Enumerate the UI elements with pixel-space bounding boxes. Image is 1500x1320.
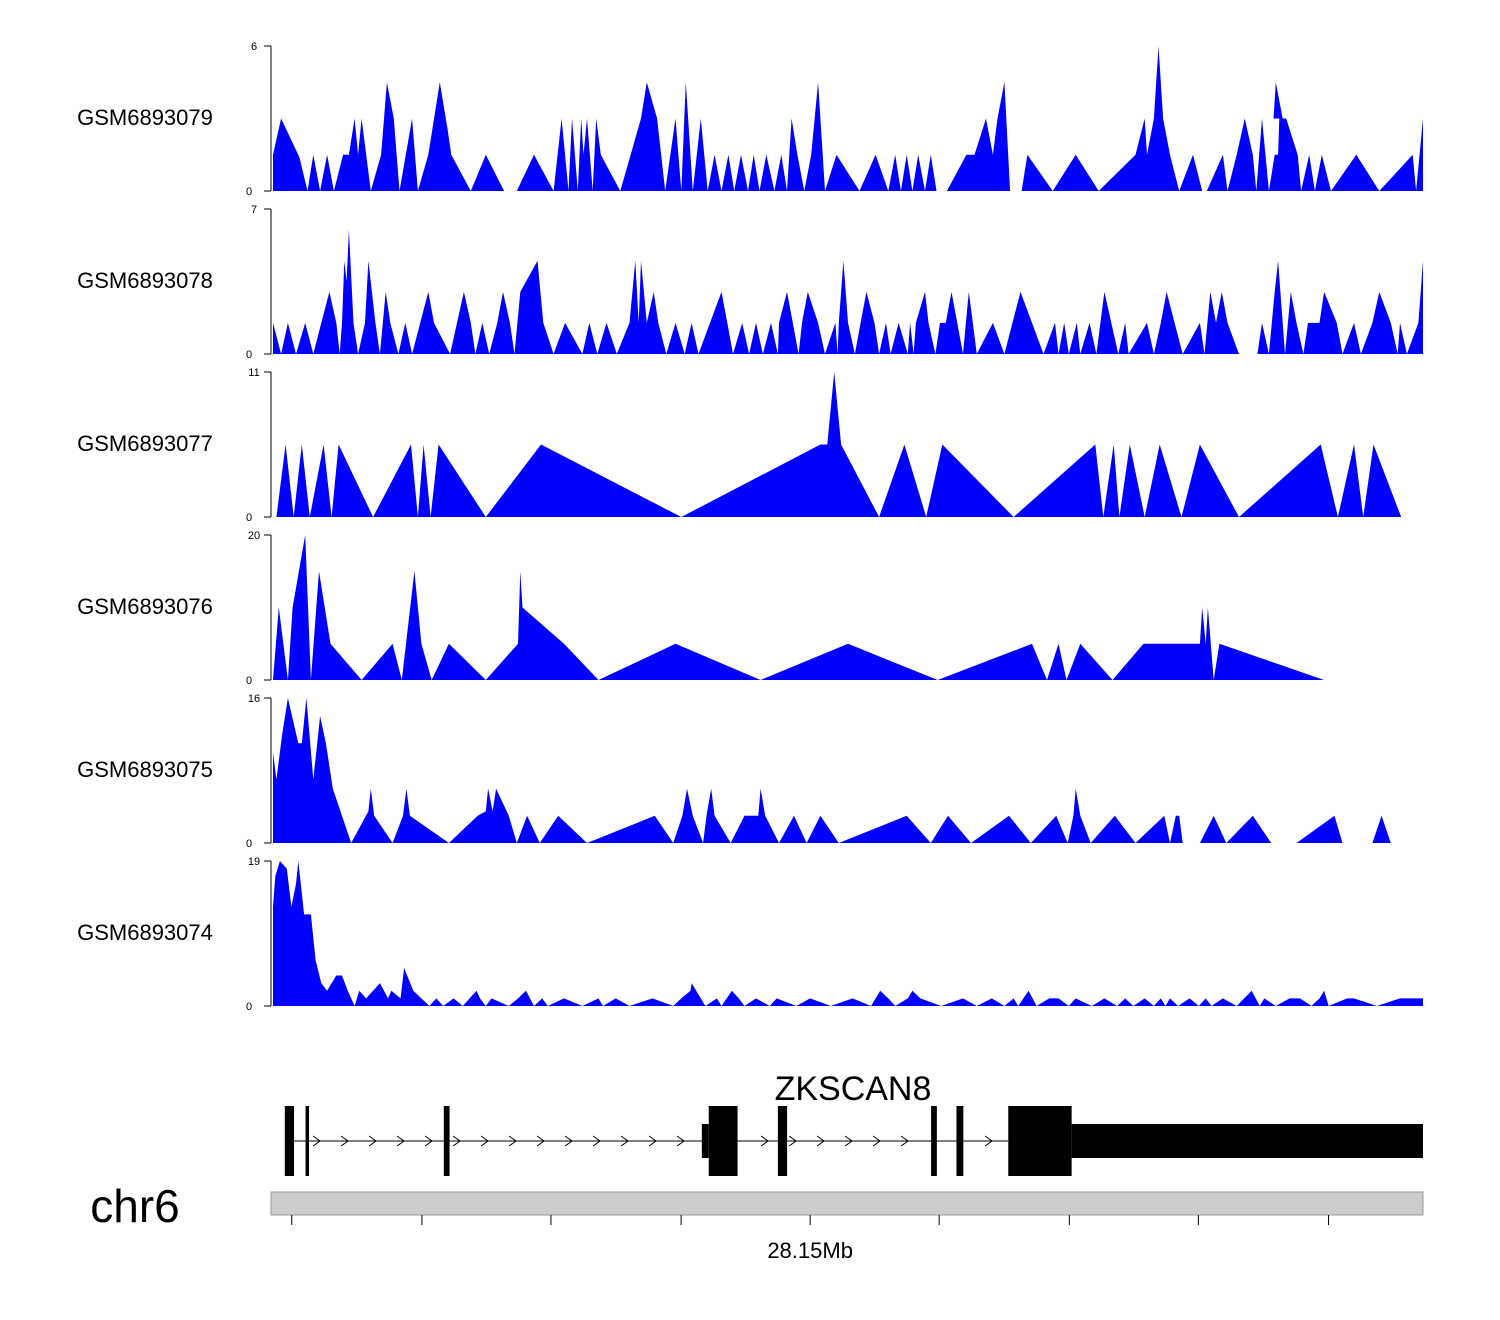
track-GSM6893077: 11 0 GSM6893077 (77, 367, 1402, 524)
strand-arrow (452, 1135, 461, 1147)
track-GSM6893076: 20 0 GSM6893076 (77, 530, 1325, 687)
chromosome-axis: chr6 28.15Mb (90, 1180, 1424, 1263)
track-GSM6893078: 7 0 GSM6893078 (77, 204, 1423, 361)
signal-area (273, 535, 1325, 680)
track-GSM6893075: 16 0 GSM6893075 (77, 693, 1391, 850)
y-tick-label-max: 11 (248, 367, 259, 379)
track-label: GSM6893075 (77, 757, 213, 782)
strand-arrow (480, 1135, 489, 1147)
track-GSM6893079: 6 0 GSM6893079 (77, 41, 1423, 198)
exon (1008, 1106, 1072, 1176)
strand-arrow (620, 1135, 629, 1147)
exon (956, 1106, 964, 1176)
strand-arrow (900, 1135, 909, 1147)
strand-arrow (592, 1135, 601, 1147)
strand-arrow (396, 1135, 405, 1147)
y-tick-label-max: 20 (248, 530, 260, 542)
strand-arrow (536, 1135, 545, 1147)
chromosome-label: chr6 (90, 1180, 179, 1232)
y-tick-label-max: 7 (251, 204, 257, 216)
y-tick-label-max: 6 (251, 41, 257, 53)
utr-exon (701, 1124, 709, 1158)
track-label: GSM6893078 (77, 268, 213, 293)
strand-arrow (312, 1135, 321, 1147)
signal-area (273, 861, 1423, 1006)
strand-arrow (676, 1135, 685, 1147)
y-tick-label-min: 0 (246, 512, 252, 524)
signal-area (273, 698, 1391, 843)
gene-track: ZKSCAN8 (284, 1070, 1423, 1176)
signal-area (276, 372, 1402, 517)
y-tick-label-min: 0 (246, 349, 252, 361)
track-label: GSM6893076 (77, 594, 213, 619)
exon (284, 1106, 295, 1176)
ideogram-bar (270, 1191, 1424, 1216)
strand-arrow (648, 1135, 657, 1147)
strand-arrow (984, 1135, 993, 1147)
exon (931, 1106, 937, 1176)
track-label: GSM6893079 (77, 105, 213, 130)
utr-exon (1071, 1124, 1423, 1158)
signal-area (273, 229, 1423, 354)
strand-arrow (844, 1135, 853, 1147)
strand-arrow (564, 1135, 573, 1147)
strand-arrow (424, 1135, 433, 1147)
strand-arrow (508, 1135, 517, 1147)
y-tick-label-min: 0 (246, 838, 252, 850)
exon (708, 1106, 738, 1176)
exon (777, 1106, 788, 1176)
y-tick-label-max: 16 (248, 693, 260, 705)
axis-tick-label: 28.15Mb (767, 1238, 853, 1263)
track-GSM6893074: 19 0 GSM6893074 (77, 856, 1423, 1013)
strand-arrow (340, 1135, 349, 1147)
exon (443, 1106, 450, 1176)
strand-arrow (788, 1135, 797, 1147)
signal-tracks: 6 0 GSM6893079 7 0 GSM6893078 11 0 GSM6893077 20 0… (77, 41, 1423, 1013)
strand-arrow (816, 1135, 825, 1147)
strand-arrow (872, 1135, 881, 1147)
track-label: GSM6893077 (77, 431, 213, 456)
strand-arrow (760, 1135, 769, 1147)
y-tick-label-min: 0 (246, 1001, 252, 1013)
exon (305, 1106, 310, 1176)
track-label: GSM6893074 (77, 920, 213, 945)
strand-arrow (368, 1135, 377, 1147)
gene-label: ZKSCAN8 (775, 1070, 932, 1108)
signal-area (273, 46, 1423, 191)
y-tick-label-max: 19 (248, 856, 260, 868)
y-tick-label-min: 0 (246, 186, 252, 198)
y-tick-label-min: 0 (246, 675, 252, 687)
